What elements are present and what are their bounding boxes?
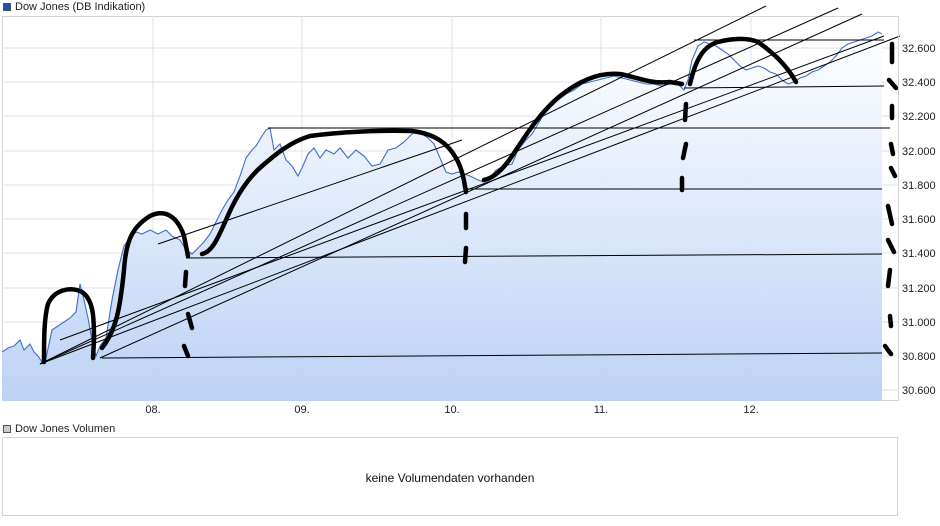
y-tick-label: 30.600 [902,385,936,397]
x-axis-labels: 08. 09. 10. 11. 12. [145,404,758,416]
y-tick-label: 31.000 [902,317,936,329]
y-tick-label: 32.200 [902,111,936,123]
price-chart: 32.600 32.400 32.200 32.000 31.800 31.60… [2,5,936,416]
y-tick-label: 32.600 [902,43,936,55]
x-tick-label: 08. [145,404,160,416]
x-tick-label: 11. [594,404,608,416]
volume-chart-panel: keine Volumendaten vorhanden [2,437,898,516]
y-tick-label: 31.400 [902,248,936,260]
y-tick-label: 30.800 [902,351,936,363]
x-tick-label: 10. [444,404,459,416]
y-axis-labels: 32.600 32.400 32.200 32.000 31.800 31.60… [902,43,936,397]
x-tick-label: 12. [743,404,758,416]
no-volume-data-message: keine Volumendaten vorhanden [365,471,535,485]
price-chart-legend: Dow Jones (DB Indikation) [3,1,145,13]
legend-swatch-price [3,3,11,11]
y-tick-label: 31.200 [902,283,936,295]
dashed-marker-annotations [181,41,899,359]
legend-label-volume: Dow Jones Volumen [15,423,116,435]
y-tick-label: 31.800 [902,180,936,192]
legend-label-price: Dow Jones (DB Indikation) [15,1,146,13]
y-tick-label: 31.600 [902,214,936,226]
x-tick-label: 09. [294,404,309,416]
volume-chart-legend: Dow Jones Volumen [3,423,115,435]
y-tick-label: 32.400 [902,77,936,89]
price-area-fill [2,32,882,401]
hand-drawn-arcs [41,36,799,365]
trendline-annotations [39,5,901,365]
legend-swatch-volume [3,425,11,433]
y-tick-label: 32.000 [902,146,936,158]
